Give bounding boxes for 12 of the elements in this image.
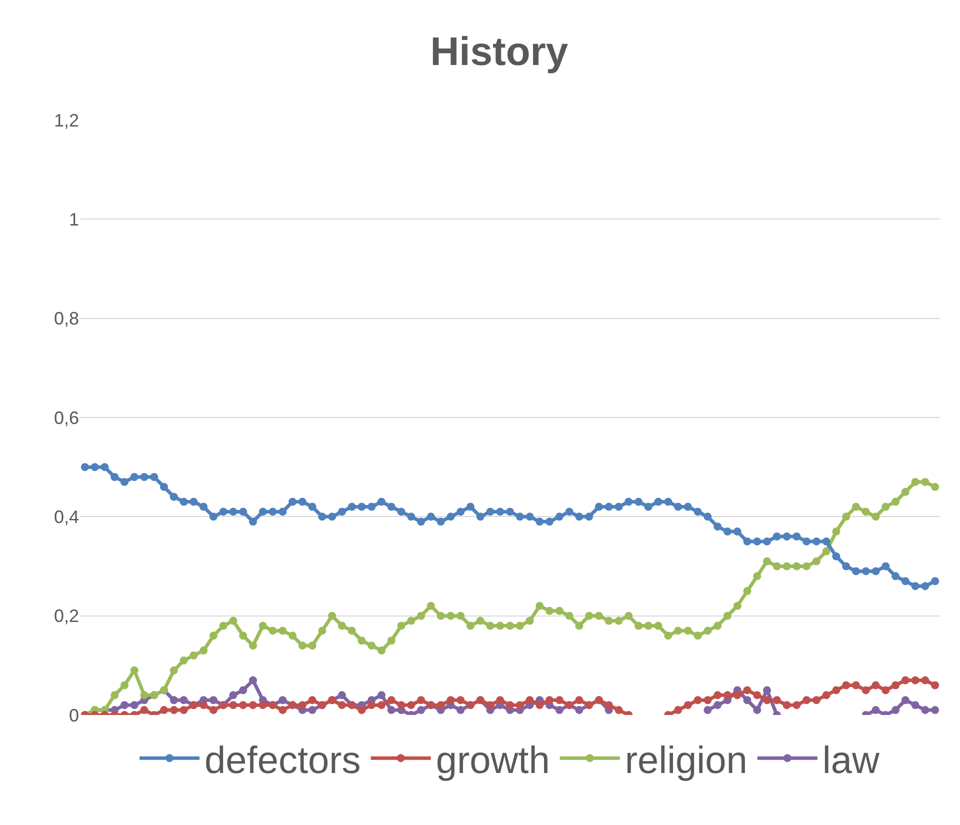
y-tick-label: 0 — [68, 705, 79, 726]
legend-label: religion — [624, 740, 748, 782]
y-tick-label: 0,4 — [54, 506, 79, 527]
y-tick-label: 1 — [68, 209, 79, 230]
legend-label: law — [822, 740, 880, 782]
y-tick-label: 0,2 — [54, 606, 79, 626]
y-tick-label: 0,8 — [54, 308, 79, 329]
legend-label: growth — [436, 740, 550, 782]
y-tick-label: 1,2 — [54, 110, 79, 130]
y-tick-label: 0,6 — [54, 408, 79, 428]
chart-title: History — [430, 30, 569, 74]
legend-label: defectors — [204, 740, 361, 782]
